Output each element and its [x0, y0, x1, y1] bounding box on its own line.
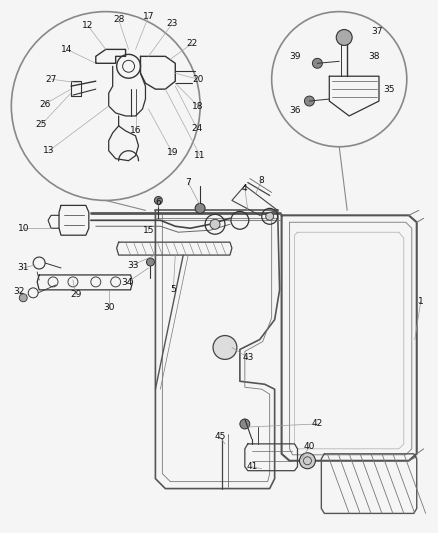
Text: 45: 45 — [214, 432, 226, 441]
Text: 5: 5 — [170, 285, 176, 294]
Text: 6: 6 — [155, 198, 161, 207]
Text: 28: 28 — [113, 15, 124, 24]
Text: 32: 32 — [14, 287, 25, 296]
Circle shape — [210, 219, 220, 229]
Circle shape — [146, 258, 155, 266]
Circle shape — [336, 29, 352, 45]
Circle shape — [312, 58, 322, 68]
Text: 22: 22 — [187, 39, 198, 48]
Text: 4: 4 — [242, 184, 247, 193]
Text: 38: 38 — [368, 52, 380, 61]
Text: 12: 12 — [82, 21, 94, 30]
Text: 13: 13 — [43, 146, 55, 155]
Text: 14: 14 — [61, 45, 73, 54]
Circle shape — [304, 96, 314, 106]
Text: 11: 11 — [194, 151, 206, 160]
Text: 43: 43 — [242, 353, 254, 362]
Text: 33: 33 — [127, 261, 138, 270]
Text: 25: 25 — [35, 120, 47, 130]
Text: 27: 27 — [46, 75, 57, 84]
Circle shape — [19, 294, 27, 302]
Text: 29: 29 — [70, 290, 81, 300]
Text: 16: 16 — [130, 126, 141, 135]
Text: 19: 19 — [166, 148, 178, 157]
Text: 8: 8 — [259, 176, 265, 185]
Text: 23: 23 — [166, 19, 178, 28]
Text: 1: 1 — [418, 297, 424, 306]
Text: 7: 7 — [185, 178, 191, 187]
Text: 37: 37 — [371, 27, 383, 36]
Text: 42: 42 — [312, 419, 323, 429]
Text: 24: 24 — [191, 124, 203, 133]
Text: 26: 26 — [39, 100, 51, 109]
Text: 10: 10 — [18, 224, 29, 233]
Circle shape — [266, 212, 274, 220]
Text: 20: 20 — [192, 75, 204, 84]
Circle shape — [213, 336, 237, 359]
Text: 40: 40 — [304, 442, 315, 451]
Text: 34: 34 — [121, 278, 132, 287]
Text: 30: 30 — [103, 303, 114, 312]
Text: 35: 35 — [383, 85, 395, 94]
Text: 31: 31 — [18, 263, 29, 272]
Text: 18: 18 — [192, 101, 204, 110]
Text: 41: 41 — [246, 462, 258, 471]
Circle shape — [240, 419, 250, 429]
Text: 36: 36 — [290, 107, 301, 116]
Circle shape — [300, 453, 315, 469]
Circle shape — [155, 197, 162, 204]
Text: 17: 17 — [143, 12, 154, 21]
Text: 39: 39 — [290, 52, 301, 61]
Circle shape — [195, 204, 205, 213]
Text: 15: 15 — [143, 226, 154, 235]
